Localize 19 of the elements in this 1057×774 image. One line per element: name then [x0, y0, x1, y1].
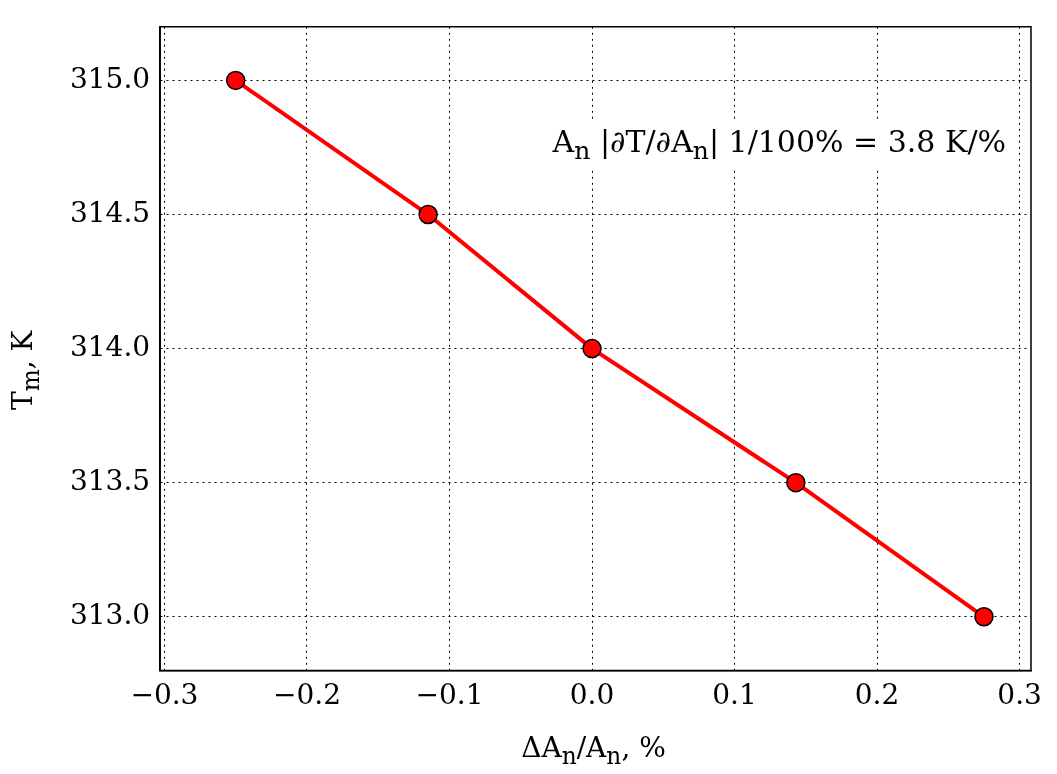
- y-tick-label: 315.0: [69, 61, 151, 95]
- point: [974, 607, 994, 627]
- point: [582, 338, 602, 359]
- x-axis-title: ΔA$_{n}$/A$_{n}$, %: [520, 731, 667, 770]
- y-tick-label: 313.5: [69, 463, 151, 497]
- point: [786, 472, 806, 493]
- y-tick-label: 313.0: [69, 598, 151, 632]
- x-tick-label: 0.0: [569, 678, 615, 712]
- x-tick-label: 0.2: [854, 678, 900, 712]
- x-tick-label: −0.2: [272, 678, 341, 712]
- y-tick-label: 314.5: [69, 195, 151, 229]
- x-tick-label: 0.3: [997, 678, 1042, 712]
- x-tick-label: −0.1: [415, 678, 484, 712]
- x-tick-label: 0.1: [712, 678, 757, 712]
- annotation: A$_{n}$ |∂T/∂A$_{n}$| 1/100% = 3.8 K/%: [546, 120, 1012, 169]
- point: [225, 70, 246, 91]
- point: [418, 204, 438, 225]
- y-tick-label: 314.0: [69, 329, 151, 363]
- x-tick-label: −0.3: [130, 678, 199, 712]
